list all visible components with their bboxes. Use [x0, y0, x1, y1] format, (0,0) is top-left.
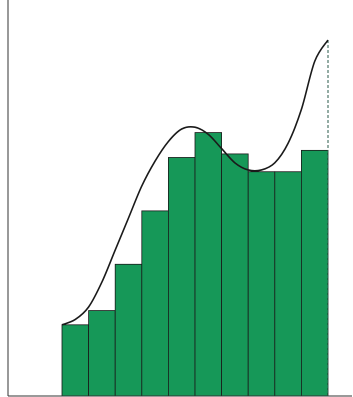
function-curve — [61, 39, 329, 326]
bar-4 — [141, 210, 169, 397]
bar-7 — [221, 153, 249, 397]
bar-10 — [300, 149, 329, 397]
bar-5 — [167, 157, 196, 397]
bar-9 — [274, 171, 302, 397]
bar-2 — [88, 310, 116, 397]
bar-1 — [61, 324, 90, 397]
bar-6 — [194, 132, 223, 397]
bar-8 — [247, 171, 276, 397]
bar-3 — [114, 263, 143, 397]
bars-layer — [61, 132, 329, 397]
